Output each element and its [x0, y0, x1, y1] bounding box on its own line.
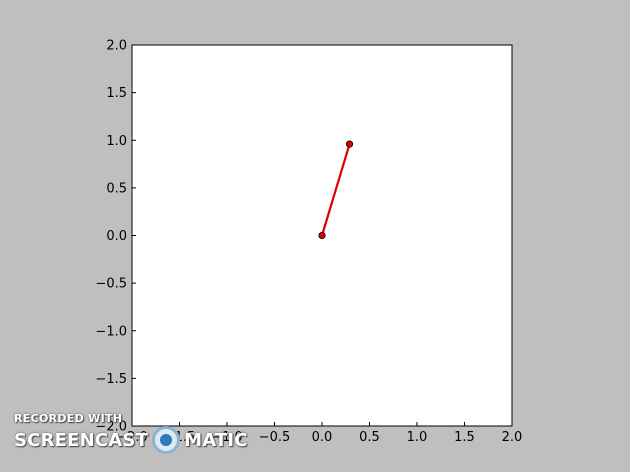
y-tick-label: −2.0: [95, 420, 127, 435]
y-tick-label: 2.0: [106, 39, 127, 54]
tick-labels: −2.0−1.5−1.0−0.50.00.51.01.52.0−2.0−1.5−…: [95, 39, 522, 446]
data-point: [318, 231, 326, 240]
y-tick-label: 1.5: [106, 86, 127, 101]
watermark-right-text: MATIC: [184, 429, 248, 451]
x-tick-label: 0.5: [359, 430, 380, 445]
x-tick-label: −2.0: [116, 430, 148, 445]
x-tick-label: −1.0: [211, 430, 243, 445]
x-tick-label: 1.0: [407, 430, 428, 445]
x-tick-label: −0.5: [259, 430, 291, 445]
watermark-top-text: RECORDED WITH: [14, 412, 123, 425]
screencast-o-matic-logo-icon: [152, 426, 181, 454]
y-tick-label: −1.5: [95, 372, 127, 387]
series-line: [320, 143, 351, 236]
y-tick-label: 1.0: [106, 134, 127, 149]
watermark-left-text: SCREENCAST: [14, 429, 149, 451]
series: [318, 140, 354, 240]
screencast-watermark: RECORDED WITH SCREENCAST MATIC: [14, 412, 248, 454]
y-tick-label: 0.5: [106, 181, 127, 196]
x-tick-label: 0.0: [312, 430, 333, 445]
x-tick-label: 1.5: [454, 430, 475, 445]
y-tick-label: 0.0: [106, 229, 127, 244]
data-point: [345, 140, 354, 148]
plot-frame: [131, 44, 513, 427]
watermark-row: SCREENCAST MATIC: [14, 426, 248, 454]
y-tick-label: −0.5: [95, 277, 127, 292]
y-tick-label: −1.0: [95, 324, 127, 339]
x-tick-label: 2.0: [502, 430, 523, 445]
